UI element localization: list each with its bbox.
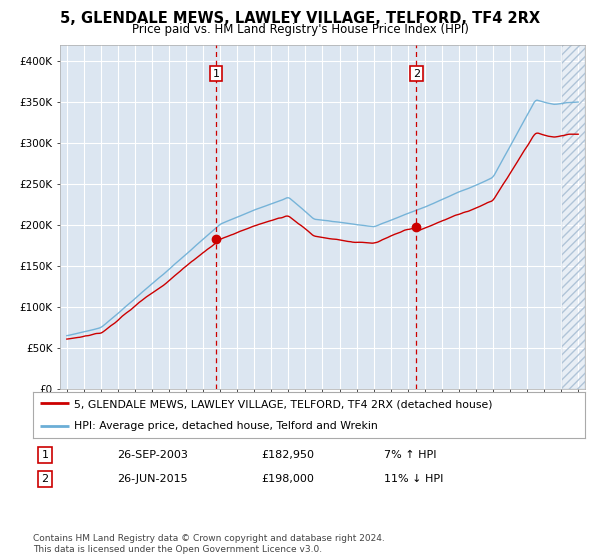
Text: 2: 2 [41,474,49,484]
Text: 26-JUN-2015: 26-JUN-2015 [117,474,188,484]
Text: 5, GLENDALE MEWS, LAWLEY VILLAGE, TELFORD, TF4 2RX: 5, GLENDALE MEWS, LAWLEY VILLAGE, TELFOR… [60,11,540,26]
Text: 11% ↓ HPI: 11% ↓ HPI [384,474,443,484]
Text: Contains HM Land Registry data © Crown copyright and database right 2024.
This d: Contains HM Land Registry data © Crown c… [33,534,385,554]
Text: 7% ↑ HPI: 7% ↑ HPI [384,450,437,460]
Text: 2: 2 [413,68,420,78]
Bar [562,45,585,389]
Text: 5, GLENDALE MEWS, LAWLEY VILLAGE, TELFORD, TF4 2RX (detached house): 5, GLENDALE MEWS, LAWLEY VILLAGE, TELFOR… [74,399,493,409]
Bar [562,45,585,389]
Text: Price paid vs. HM Land Registry's House Price Index (HPI): Price paid vs. HM Land Registry's House … [131,23,469,36]
Text: £198,000: £198,000 [261,474,314,484]
Text: 1: 1 [41,450,49,460]
Text: 1: 1 [212,68,220,78]
Text: £182,950: £182,950 [261,450,314,460]
Text: 26-SEP-2003: 26-SEP-2003 [117,450,188,460]
Text: HPI: Average price, detached house, Telford and Wrekin: HPI: Average price, detached house, Telf… [74,422,378,431]
